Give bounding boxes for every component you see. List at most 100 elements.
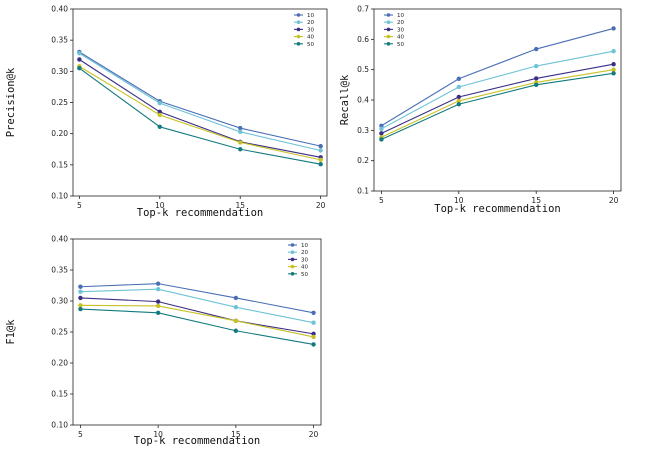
data-point-20	[456, 84, 462, 90]
f1-chart: 0.10 0.15 0.20 0.25 0.30 0.35 0.40 5 10 15 20 Top-k…	[5, 235, 322, 447]
data-point-10	[238, 125, 243, 131]
legend-marker-20	[386, 20, 391, 25]
legend-label-40: 40	[397, 35, 404, 41]
data-point-30	[311, 331, 316, 337]
data-point-40	[157, 112, 162, 118]
data-point-50	[155, 310, 161, 315]
legend-marker-20	[290, 250, 295, 254]
data-point-10	[155, 281, 161, 286]
data-point-30	[456, 94, 462, 100]
y-tick-label: 0.25	[51, 328, 68, 337]
data-point-30	[379, 131, 384, 136]
data-point-50	[78, 306, 83, 312]
legend-label-40: 40	[301, 265, 308, 271]
data-point-50	[533, 82, 539, 88]
data-point-20	[318, 148, 323, 153]
y-tick-label: 0.35	[51, 36, 68, 45]
data-point-20	[311, 320, 316, 325]
data-point-20	[155, 287, 161, 292]
y-tick-label: 0.30	[51, 67, 68, 76]
data-point-20	[78, 289, 83, 294]
legend-marker-40	[296, 34, 301, 39]
legend-marker-50	[290, 272, 295, 276]
data-point-20	[379, 126, 384, 132]
data-point-50	[233, 328, 239, 333]
y-tick-label: 0.20	[51, 129, 68, 138]
series-line-20	[381, 50, 614, 130]
y-tick-label: 0.40	[51, 5, 68, 14]
data-point-30	[155, 299, 161, 304]
data-point-50	[77, 66, 82, 71]
legend-label-20: 20	[397, 20, 404, 26]
legend-label-30: 30	[307, 27, 314, 33]
series-line-30	[80, 297, 314, 335]
series-line-20	[80, 288, 314, 324]
y-tick-label: 0.35	[51, 266, 68, 275]
legend-label-50: 50	[397, 42, 404, 48]
data-point-10	[78, 284, 83, 289]
y-tick-label: 0.6	[357, 35, 369, 44]
precision-chart: 0.10 0.15 0.20 0.25 0.30 0.35 0.40 5 10 15 20 Top-k…	[5, 5, 328, 219]
legend-label-20: 20	[301, 250, 308, 256]
y-tick-label: 0.3	[357, 126, 369, 135]
x-tick-label: 5	[379, 196, 384, 205]
y-tick-label: 0.30	[51, 297, 68, 306]
data-point-30	[611, 62, 616, 67]
data-point-50	[456, 102, 462, 107]
y-tick-label: 0.15	[51, 390, 68, 399]
data-point-40	[611, 67, 616, 72]
x-tick-label: 20	[309, 430, 319, 439]
x-tick-label: 20	[316, 201, 326, 210]
series-line-50	[79, 67, 321, 165]
recall-chart: 0.1 0.2 0.3 0.4 0.5 0.6 0.7 5 10 15 20 Top-k recomm…	[339, 5, 622, 215]
y-tick-label: 0.20	[51, 359, 68, 368]
y-axis-label: F1@k	[5, 319, 17, 345]
data-point-40	[311, 334, 316, 340]
legend-marker-40	[386, 34, 391, 39]
x-tick-label: 10	[155, 201, 165, 210]
data-point-10	[611, 26, 616, 31]
x-tick-label: 5	[77, 201, 82, 210]
data-point-10	[233, 295, 239, 301]
series-line-40	[381, 69, 614, 138]
data-point-20	[238, 129, 243, 134]
legend-marker-30	[386, 27, 391, 32]
data-point-10	[311, 310, 316, 315]
legend-label-10: 10	[307, 13, 314, 19]
data-point-40	[238, 140, 243, 145]
legend-marker-20	[296, 20, 301, 25]
data-point-20	[611, 48, 616, 54]
x-tick-label: 10	[153, 430, 163, 439]
y-tick-label: 0.40	[51, 235, 68, 244]
data-point-10	[318, 143, 323, 149]
y-tick-label: 0.10	[51, 192, 68, 201]
data-point-40	[233, 318, 239, 324]
data-point-30	[157, 109, 162, 115]
data-point-50	[611, 71, 616, 76]
series-line-30	[381, 63, 614, 134]
legend-marker-10	[290, 243, 295, 247]
legend-label-20: 20	[307, 20, 314, 26]
x-tick-label: 5	[78, 430, 83, 439]
legend-label-30: 30	[301, 257, 308, 263]
plot-frame	[72, 8, 328, 197]
y-tick-label: 0.7	[357, 5, 369, 14]
data-point-20	[533, 63, 539, 69]
data-point-10	[379, 123, 384, 128]
y-tick-label: 0.25	[51, 98, 68, 107]
y-tick-label: 0.4	[357, 96, 369, 105]
legend-label-10: 10	[397, 13, 404, 19]
data-point-50	[379, 137, 384, 142]
data-point-30	[78, 295, 83, 301]
data-point-40	[155, 303, 161, 309]
series-line-10	[79, 51, 321, 147]
data-point-10	[533, 46, 539, 52]
series-line-30	[79, 59, 321, 158]
data-point-20	[157, 100, 162, 106]
legend-marker-40	[290, 264, 295, 269]
legend-label-50: 50	[301, 272, 308, 278]
series-line-10	[381, 27, 614, 127]
